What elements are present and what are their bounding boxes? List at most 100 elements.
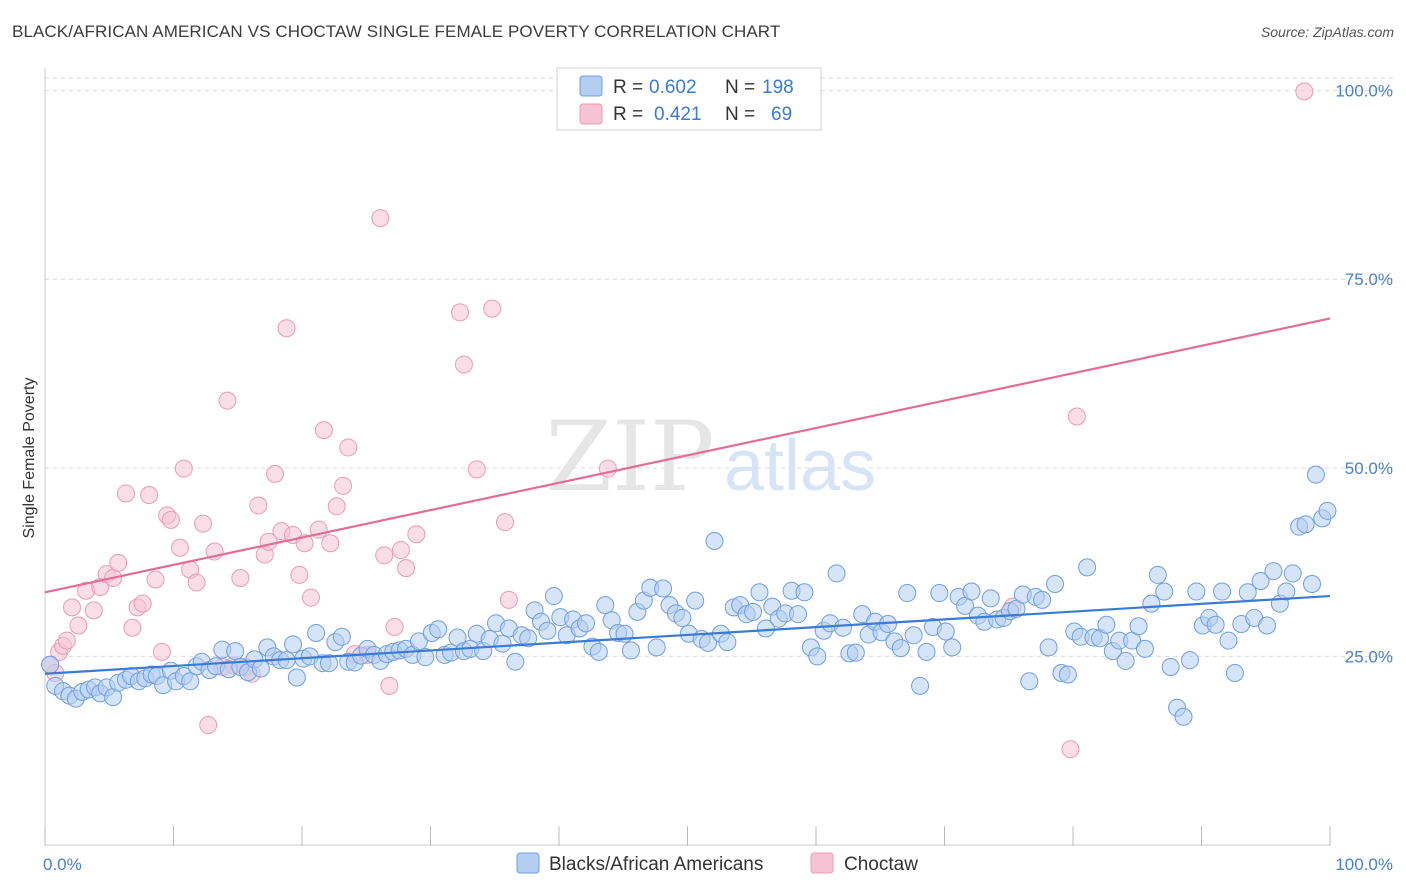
data-point [647,638,666,657]
data-point [123,618,142,637]
data-point [1295,82,1314,101]
data-point [218,391,237,410]
data-point [1142,594,1161,613]
data-point [84,601,103,620]
data-point [1148,565,1167,584]
data-point [133,594,152,613]
data-point [1020,672,1039,691]
data-point [1264,562,1283,581]
data-point [109,553,128,572]
data-point [380,676,399,695]
watermark: ZIP atlas [545,401,876,513]
data-point [1306,465,1325,484]
y-tick-label: 75.0% [1345,270,1393,289]
black-points [41,465,1337,726]
data-point [429,620,448,639]
data-point [385,617,404,636]
bottom-legend-label-blue: Blacks/African Americans [549,854,763,875]
data-point [277,319,296,338]
data-point [287,668,306,687]
data-point [416,648,435,667]
data-point [833,618,852,637]
data-point [654,579,673,598]
data-point [943,638,962,657]
data-point [454,355,473,374]
data-point [1296,515,1315,534]
data-point [1161,657,1180,676]
data-point [1225,664,1244,683]
trendline-blacks [44,594,1331,675]
y-tick-label: 100.0% [1335,82,1393,101]
data-point [686,591,705,610]
data-point [493,634,512,653]
data-point [1135,639,1154,658]
data-point [1251,571,1270,590]
data-point [1078,558,1097,577]
data-point [808,647,827,666]
source-label: Source: ZipAtlas.com [1260,24,1394,40]
data-point [334,476,353,495]
legend-n-label-blue: N = [725,77,755,98]
data-point [1039,638,1058,657]
data-point [1058,665,1077,684]
data-point [1213,582,1232,601]
data-point [62,598,81,617]
data-point [152,642,171,661]
y-tick-label: 25.0% [1345,647,1393,666]
legend-r-label-pink: R = [613,104,643,125]
trendline-choctaw [44,317,1331,594]
data-point [1061,740,1080,759]
data-point [187,573,206,592]
trendlines [44,317,1331,675]
gridlines [45,77,1395,657]
data-point [1219,631,1238,650]
data-point [1033,590,1052,609]
data-point [467,460,486,479]
data-point [295,534,314,553]
data-point [1155,582,1174,601]
data-point [705,531,724,550]
data-point [789,605,808,624]
data-point [1187,582,1206,601]
data-point [391,541,410,560]
bottom-legend-swatch-pink [810,852,834,874]
data-point [1129,617,1148,636]
data-point [321,534,340,553]
data-point [483,299,502,318]
data-point [339,438,358,457]
data-point [962,582,981,601]
data-point [57,631,76,650]
legend-n-value-pink: 69 [771,104,792,125]
data-point [319,654,338,673]
data-point [589,642,608,661]
watermark-atlas: atlas [724,426,876,506]
legend-n-value-blue: 198 [762,77,794,98]
data-point [161,510,180,529]
data-point [181,672,200,691]
data-point [1174,707,1193,726]
data-point [170,538,189,557]
data-point [314,421,333,440]
data-point [911,676,930,695]
data-point [936,622,955,641]
data-point [140,485,159,504]
data-point [1303,574,1322,593]
data-point [1283,564,1302,583]
data-point [718,633,737,652]
data-point [301,588,320,607]
data-point [744,602,763,621]
data-point [174,459,193,478]
axes [44,68,1331,846]
data-point [407,525,426,544]
data-point [146,570,165,589]
y-tick-label: 50.0% [1345,459,1393,478]
data-point [846,643,865,662]
data-point [371,209,390,228]
data-point [1206,615,1225,634]
data-point [621,641,640,660]
data-point [538,621,557,640]
data-point [544,587,563,606]
data-point [981,589,1000,608]
data-point [904,626,923,645]
